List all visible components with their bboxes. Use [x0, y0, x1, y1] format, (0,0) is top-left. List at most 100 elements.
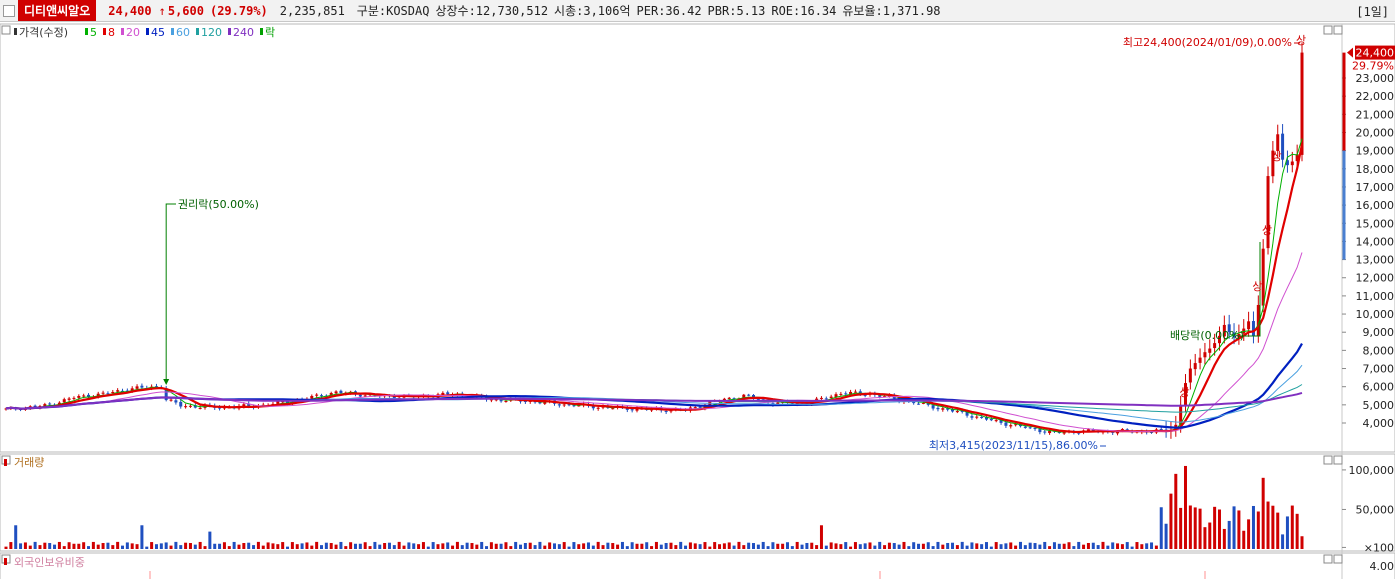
volume-bar [980, 544, 984, 549]
volume-bar [761, 541, 765, 549]
volume-bar [902, 541, 906, 549]
stock-name[interactable]: 디티앤씨알오 [18, 0, 97, 21]
volume-bar [57, 541, 61, 549]
volume-bar [509, 546, 513, 549]
volume-bar [1198, 508, 1202, 549]
volume-bar [1154, 545, 1158, 549]
volume-bar [387, 542, 391, 549]
ma240-line [5, 391, 1303, 410]
volume-bar [460, 545, 464, 549]
volume-bar [441, 543, 445, 549]
volume-bar [1159, 507, 1163, 549]
volume-bar [353, 543, 357, 549]
volume-bar [23, 542, 27, 549]
volume-bar [1038, 544, 1042, 549]
candle-body [776, 402, 780, 405]
candle-body [193, 405, 197, 408]
volume-bar [732, 545, 736, 549]
limit-up-marker: 상 [1252, 280, 1262, 293]
candle-body [1256, 304, 1260, 336]
volume-bar [844, 542, 848, 549]
candle-body [1159, 428, 1163, 430]
volume-bar [955, 545, 959, 549]
menu-icon[interactable] [3, 4, 15, 17]
volume-bar [261, 545, 265, 549]
candle-body [329, 392, 333, 397]
volume-bar [72, 543, 76, 549]
volume-bar [242, 543, 246, 549]
candle-body [819, 397, 823, 399]
candle-body [1208, 348, 1212, 353]
volume-bar [101, 543, 105, 549]
candle-body [1222, 324, 1226, 337]
candle-body [77, 395, 81, 398]
volume-bar [1237, 510, 1241, 549]
volume-bar [436, 544, 440, 549]
volume-bar [1043, 541, 1047, 549]
candle-body [572, 405, 576, 407]
volume-bar [567, 546, 571, 549]
volume-bar [1174, 473, 1178, 549]
volume-tick-label: 50,000 [1356, 503, 1395, 516]
volume-bar [679, 541, 683, 549]
volume-bar [1295, 513, 1299, 549]
candle-body [664, 411, 668, 413]
candle-body [698, 406, 702, 408]
volume-bar [1004, 543, 1008, 549]
volume-bar [19, 543, 23, 549]
candle-body [1004, 422, 1008, 426]
volume-bar [552, 543, 556, 549]
volume-bar [48, 543, 52, 549]
candle-body [1188, 368, 1192, 383]
candle-body [310, 395, 314, 399]
volume-bar [698, 544, 702, 549]
volume-bar [334, 544, 338, 549]
candle-body [1038, 429, 1042, 433]
legend-label: 가격(수정) [19, 26, 68, 39]
current-price: 24,400 [108, 3, 152, 18]
volume-bar [1242, 530, 1246, 549]
volume-bar [1033, 543, 1037, 549]
volume-bar [572, 542, 576, 549]
dividend-marker-line [1238, 242, 1261, 337]
volume-bar [339, 541, 343, 549]
volume-bar [951, 542, 955, 549]
volume-bar [752, 543, 756, 549]
volume-bar [941, 544, 945, 549]
candle-body [999, 419, 1003, 423]
low-annotation: 최저3,415(2023/11/15),86.00% [929, 439, 1098, 452]
legend-swatch [121, 28, 124, 35]
candle-body [1261, 248, 1265, 306]
volume-bar [227, 546, 231, 549]
volume-bar [91, 541, 95, 549]
volume-bar [839, 544, 843, 549]
volume-bar [1048, 546, 1052, 549]
candle-body [1276, 134, 1280, 151]
volume-bar [1232, 506, 1236, 549]
market-type: 구분:KOSDAQ [356, 4, 430, 18]
candle-body [489, 399, 493, 401]
volume-bar [1247, 519, 1251, 549]
price-panel [0, 23, 1395, 453]
candle-body [62, 399, 66, 403]
candle-body [951, 409, 955, 412]
volume-bar [737, 541, 741, 549]
candle-body [669, 410, 673, 412]
legend-label: 20 [126, 26, 140, 39]
legend-label: 240 [233, 26, 254, 39]
volume-bar [222, 542, 226, 549]
candle-body [839, 393, 843, 395]
volume-tick-label: 100,000 [1349, 464, 1395, 477]
volume-bar [1188, 505, 1192, 549]
volume-bar [703, 542, 707, 549]
volume-bar [53, 544, 57, 549]
volume-bar [582, 543, 586, 549]
foreign-panel [0, 552, 1395, 579]
volume-bar [315, 541, 319, 549]
volume-bar [1082, 544, 1086, 549]
volume-bar [392, 545, 396, 549]
volume-bar [528, 542, 532, 549]
period-button[interactable]: [1일] [1356, 5, 1389, 19]
volume-bar [650, 546, 654, 549]
